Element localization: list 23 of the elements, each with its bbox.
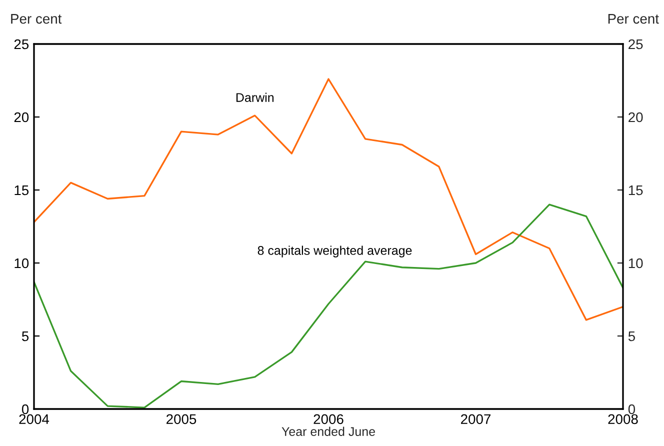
x-tick-label: 2004 xyxy=(19,414,50,424)
line-series xyxy=(34,78,623,321)
x-tick-label: 2006 xyxy=(314,414,344,424)
y-tick-label: 5 xyxy=(22,331,29,342)
y2-tick-label: 25 xyxy=(628,39,643,50)
y2-tick-label: 20 xyxy=(628,112,643,122)
y-tick-label: 25 xyxy=(14,39,29,50)
y-tick-label: 15 xyxy=(14,185,29,196)
y2-tick-label: 10 xyxy=(628,258,643,268)
y2-axis-title: Per cent xyxy=(608,14,659,24)
y-axis-title: Per cent xyxy=(11,14,62,24)
x-tick-label: 2005 xyxy=(166,414,196,424)
x-axis-title: Year ended June xyxy=(282,426,375,436)
series-label: 8 capitals weighted average xyxy=(258,246,412,258)
y-tick-label: 10 xyxy=(14,258,29,268)
y2-tick-label: 15 xyxy=(628,185,643,196)
x-tick-label: 2007 xyxy=(461,414,491,424)
y2-tick-label: 5 xyxy=(628,331,636,342)
y2-tick-label: 0 xyxy=(628,404,636,414)
x-tick-label: 2008 xyxy=(608,414,638,424)
series-label: Darwin xyxy=(236,92,274,102)
y-tick-label: 0 xyxy=(22,404,29,414)
y-tick-label: 20 xyxy=(14,112,29,122)
